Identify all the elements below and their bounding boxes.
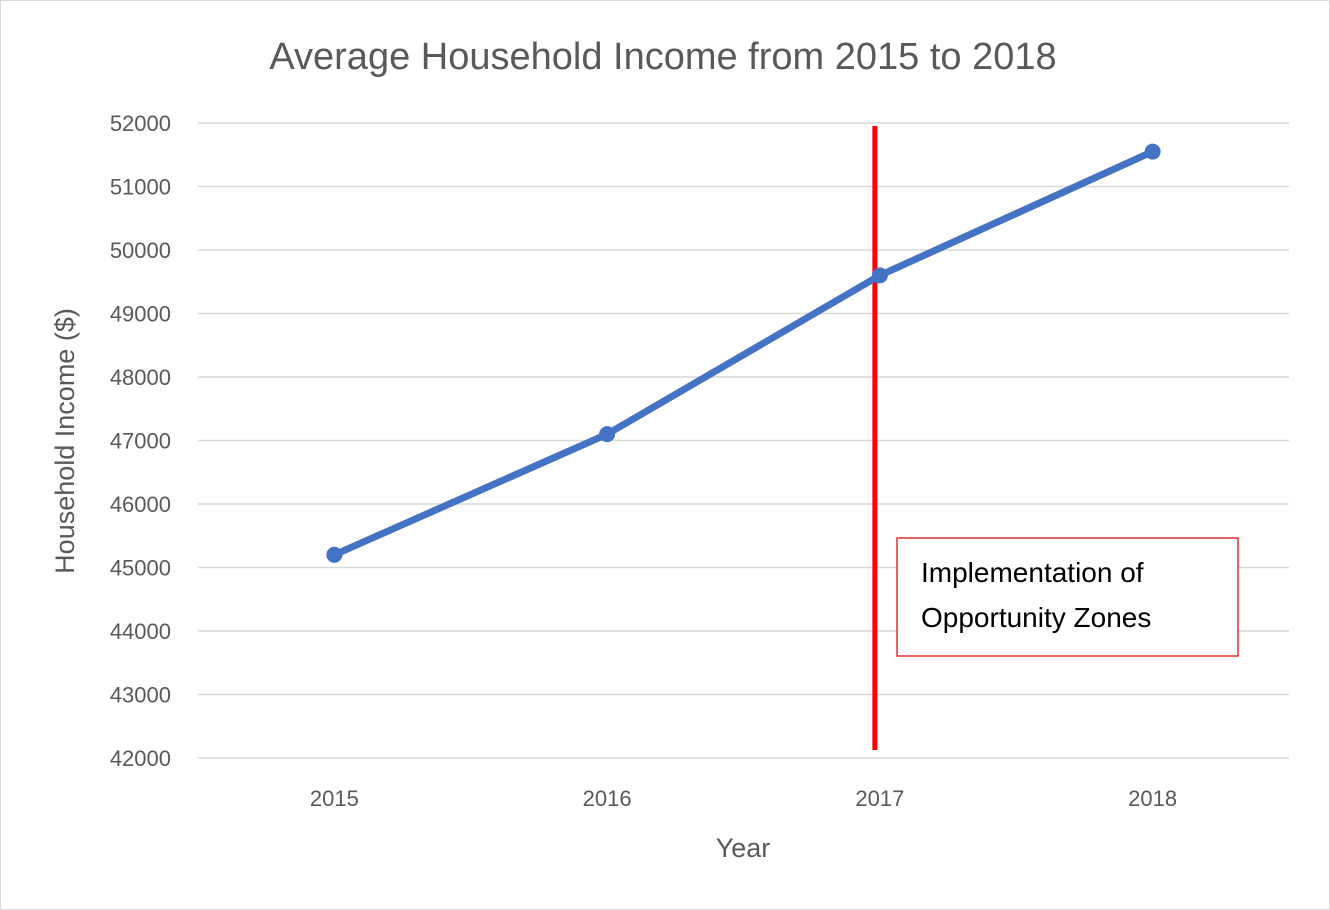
y-tick-label: 46000 <box>110 492 171 517</box>
y-tick-label: 52000 <box>110 111 171 136</box>
x-tick-label: 2018 <box>1128 786 1177 811</box>
series-layer <box>326 143 1161 563</box>
annotation-box-border <box>896 537 1239 657</box>
y-axis-title: Household Income ($) <box>50 308 80 574</box>
x-tick-label: 2016 <box>583 786 632 811</box>
annotation-label-line-1: Implementation of <box>921 557 1144 588</box>
y-tick-label: 44000 <box>110 619 171 644</box>
y-tick-label: 48000 <box>110 365 171 390</box>
gridlines <box>198 122 1289 759</box>
data-point <box>599 426 616 443</box>
annotation-box: Implementation of Opportunity Zones <box>896 537 1239 657</box>
chart-title: Average Household Income from 2015 to 20… <box>269 36 1056 78</box>
y-tick-label: 49000 <box>110 302 171 327</box>
x-tick-label: 2017 <box>855 786 904 811</box>
series-line <box>330 148 1157 559</box>
y-tick-label: 45000 <box>110 556 171 581</box>
y-tick-label: 50000 <box>110 238 171 263</box>
x-axis-title: Year <box>716 833 771 863</box>
y-tick-label: 51000 <box>110 175 171 200</box>
data-point <box>871 267 888 284</box>
x-tick-labels: 2015 2016 2017 2018 <box>310 786 1177 811</box>
annotation-label-line-2: Opportunity Zones <box>921 602 1151 633</box>
data-point <box>326 546 343 563</box>
y-tick-label: 43000 <box>110 683 171 708</box>
data-point <box>1144 143 1161 160</box>
y-tick-label: 47000 <box>110 429 171 454</box>
y-tick-label: 42000 <box>110 746 171 771</box>
y-tick-labels: 42000 43000 44000 45000 46000 47000 48000 49000… <box>110 111 171 771</box>
x-tick-label: 2015 <box>310 786 359 811</box>
